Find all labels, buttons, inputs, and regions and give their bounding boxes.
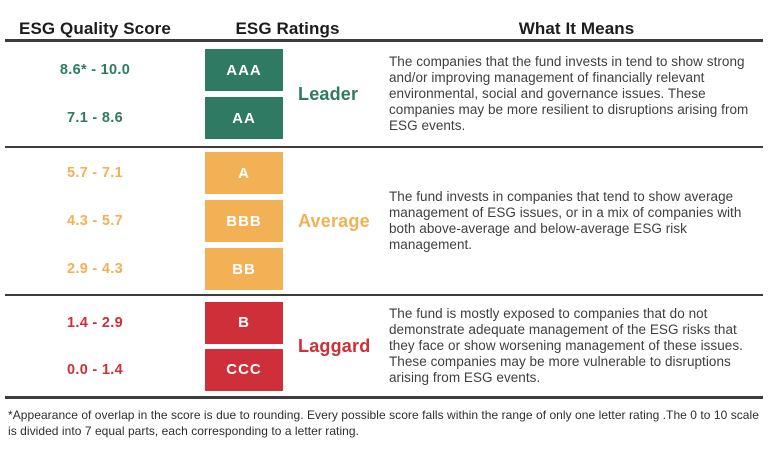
category-description-average: The fund invests in companies that tend … [389,189,742,252]
section-divider [5,294,763,296]
rating-badge-ccc: CCC [205,348,283,391]
band-leader: 8.6* - 10.0 AAA 7.1 - 8.6 AA Leader The … [0,42,768,146]
category-label-leader: Leader [298,83,359,104]
header-divider [5,39,763,42]
rating-badge-bb: BB [205,248,283,290]
rating-badge-wrap: B [190,299,298,346]
score-range: 1.4 - 2.9 [67,314,123,331]
score-range: 7.1 - 8.6 [67,110,123,126]
score-range: 4.3 - 5.7 [67,213,123,229]
band-average: 5.7 - 7.1 A 4.3 - 5.7 BBB 2.9 - 4.3 BB A… [0,148,768,294]
score-range: 0.0 - 1.4 [67,361,123,378]
column-header-esg-quality-score: ESG Quality Score [19,19,171,38]
rating-badge-aaa: AAA [205,49,283,91]
category-label-laggard: Laggard [298,335,371,356]
rating-badge-a: A [205,152,283,194]
column-header-esg-ratings: ESG Ratings [235,19,340,38]
rating-badge-b: B [205,301,283,344]
rating-badge-bbb: BBB [205,200,283,242]
rating-badge-aa: AA [205,97,283,139]
column-header-what-it-means: What It Means [518,19,635,38]
rating-badge-wrap: AA [190,94,298,142]
table-header-row: ESG Quality Score ESG Ratings What It Me… [0,0,768,39]
section-divider [5,146,763,148]
score-range: 8.6* - 10.0 [59,62,131,78]
category-label-average: Average [298,210,370,231]
rating-badge-wrap: A [190,149,298,197]
score-range: 5.7 - 7.1 [67,165,123,181]
score-range: 2.9 - 4.3 [67,261,123,277]
rating-badge-wrap: BB [190,245,298,293]
category-description-leader: The companies that the fund invests in t… [389,54,749,133]
band-laggard: 1.4 - 2.9 B 0.0 - 1.4 CCC Laggard The fu… [0,296,768,396]
rating-badge-wrap: BBB [190,197,298,245]
footnote-divider [5,396,763,399]
rating-badge-wrap: AAA [190,46,298,94]
category-description-laggard: The fund is mostly exposed to companies … [389,306,743,385]
footnote: *Appearance of overlap in the score is d… [8,408,759,438]
rating-badge-wrap: CCC [190,346,298,393]
